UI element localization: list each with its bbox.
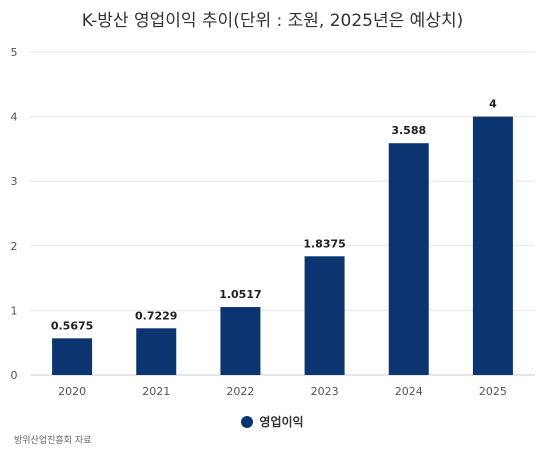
data-label: 0.5675 [51, 319, 93, 332]
source-note: 방위산업진흥회 자료 [14, 436, 92, 446]
chart-legend: 영업이익 [0, 413, 545, 430]
bar [52, 338, 93, 375]
x-tick-label: 2022 [226, 385, 254, 398]
y-tick-label: 5 [11, 46, 18, 59]
bar [136, 328, 177, 375]
bar [388, 143, 429, 375]
data-label: 4 [489, 98, 497, 111]
data-label: 1.8375 [303, 237, 345, 250]
legend-swatch [241, 415, 254, 428]
y-tick-label: 4 [11, 111, 18, 124]
chart-title: K-방산 영업이익 추이(단위 : 조원, 2025년은 예상치) [81, 11, 464, 31]
y-tick-label: 2 [11, 240, 18, 253]
bar [220, 307, 261, 375]
x-tick-label: 2020 [58, 385, 86, 398]
x-tick-label: 2021 [142, 385, 170, 398]
data-label: 3.588 [391, 124, 426, 137]
x-tick-label: 2025 [479, 385, 507, 398]
x-tick-label: 2024 [395, 385, 423, 398]
data-label: 1.0517 [219, 288, 261, 301]
bar [472, 116, 513, 375]
x-tick-label: 2023 [311, 385, 339, 398]
bar-chart: 0 1 2 3 4 5 0.5675 2020 0.7229 2021 1.0517 2022 1.83… [11, 46, 535, 398]
y-tick-label: 0 [11, 369, 18, 382]
data-label: 0.7229 [135, 309, 177, 322]
y-tick-label: 3 [11, 175, 18, 188]
legend-label: 영업이익 [259, 415, 304, 429]
bar [304, 256, 345, 375]
y-tick-label: 1 [11, 304, 18, 317]
